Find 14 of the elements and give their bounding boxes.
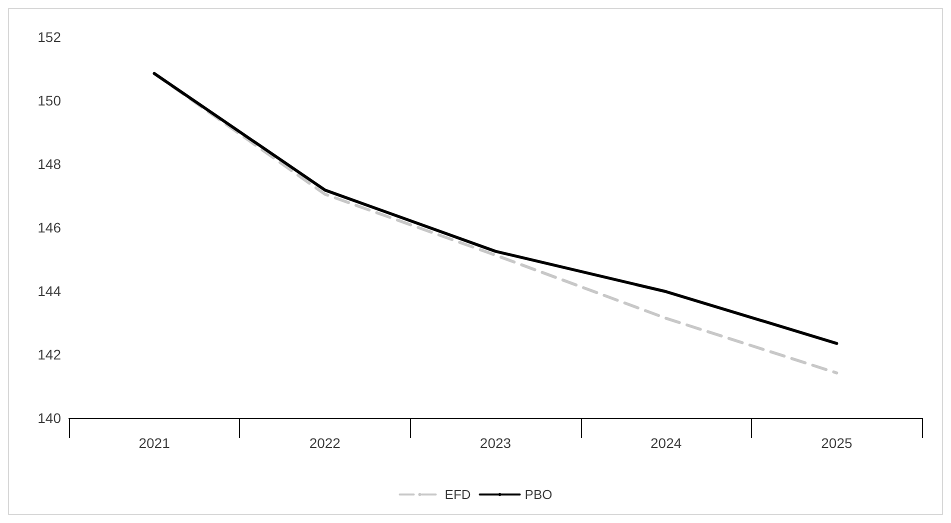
x-tick-label: 2021 (138, 435, 170, 451)
x-tick-label: 2022 (309, 435, 341, 451)
y-tick-label: 148 (38, 156, 62, 172)
y-tick-label: 144 (38, 283, 62, 299)
y-tick-label: 150 (38, 92, 62, 108)
y-tick-label: 146 (38, 220, 62, 236)
legend-label: EFD (444, 487, 471, 502)
y-tick-label: 152 (38, 29, 62, 45)
x-tick-label: 2023 (480, 435, 512, 451)
x-tick-label: 2025 (821, 435, 852, 451)
legend-label: PBO (524, 487, 552, 502)
y-tick-label: 142 (38, 346, 62, 362)
x-tick-label: 2024 (650, 435, 682, 451)
y-tick-label: 140 (38, 410, 62, 426)
